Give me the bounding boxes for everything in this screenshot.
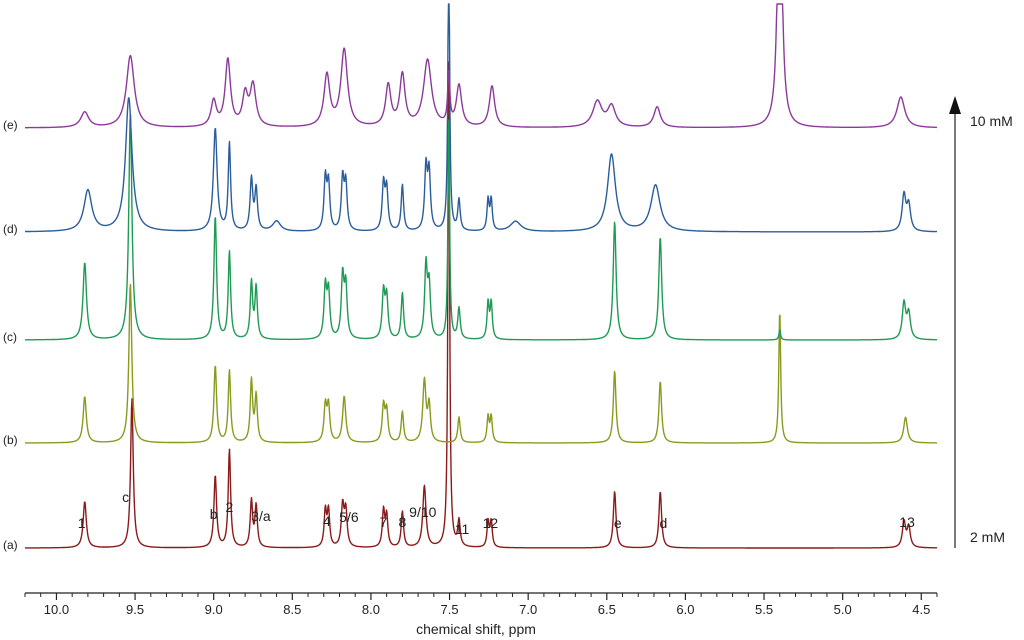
trace-label-e: (e) [3, 118, 18, 132]
peak-label: 1 [78, 515, 86, 531]
peak-label: 9/10 [409, 504, 436, 520]
spectrum-trace-e [24, 3, 938, 129]
top-concentration-label: 10 mM [970, 113, 1013, 129]
trace-label-c: (c) [3, 330, 17, 344]
peak-label: e [614, 515, 622, 531]
spectrum-trace-a [24, 61, 938, 549]
x-tick-label: 9.0 [205, 602, 223, 617]
trace-labels: (a) (b) (c) (d) (e) [3, 118, 18, 552]
x-tick-label: 5.0 [834, 602, 852, 617]
x-tick-label: 6.0 [676, 602, 694, 617]
peak-label: 4 [323, 513, 331, 529]
peak-label: 2 [226, 499, 234, 515]
x-tick-label: 8.5 [283, 602, 301, 617]
x-tick-label: 4.5 [912, 602, 930, 617]
peak-label: d [660, 515, 668, 531]
spectrum-trace-c [24, 113, 938, 341]
x-tick-label: 6.5 [598, 602, 616, 617]
x-tick-label: 7.0 [519, 602, 537, 617]
x-axis-ticks: 10.0 9.5 9.0 8.5 8.0 7.5 7.0 6.5 6.0 5.5 5.0 4.5 [24, 593, 938, 617]
peak-label: 3/a [251, 508, 271, 524]
concentration-arrow: 10 mM 2 mM [949, 96, 1013, 548]
bottom-concentration-label: 2 mM [970, 529, 1005, 545]
peak-label: c [122, 489, 129, 505]
spectrum-trace-d [24, 3, 938, 233]
peak-label: 12 [483, 515, 499, 531]
peak-label: 11 [455, 521, 470, 537]
peak-label: 7 [380, 514, 388, 530]
x-tick-label: 5.5 [755, 602, 773, 617]
peak-label: 13 [899, 514, 915, 530]
peak-label: 5/6 [339, 509, 359, 525]
trace-label-a: (a) [3, 538, 18, 552]
spectra-traces [24, 3, 938, 549]
peak-annotations: 1 c b 2 3/a 4 5/6 7 89/10 11 12 e d 13 [78, 489, 915, 537]
peak-label: 8 [399, 514, 407, 530]
trace-label-d: (d) [3, 222, 18, 236]
arrow-head-icon [949, 96, 961, 114]
x-tick-label: 9.5 [126, 602, 144, 617]
x-axis-title: chemical shift, ppm [416, 621, 536, 637]
x-tick-label: 10.0 [44, 602, 69, 617]
x-tick-label: 8.0 [362, 602, 380, 617]
trace-label-b: (b) [3, 433, 18, 447]
peak-label: b [210, 506, 218, 522]
spectrum-trace-b [24, 283, 938, 444]
x-tick-label: 7.5 [441, 602, 459, 617]
